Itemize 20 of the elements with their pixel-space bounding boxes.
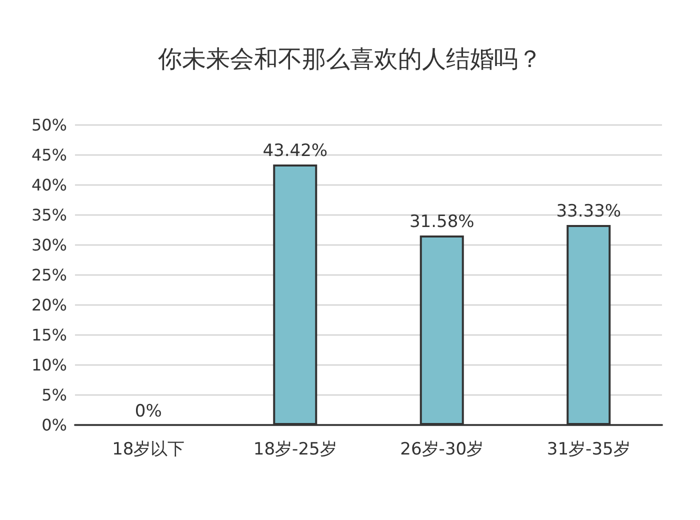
y-tick-label: 10%	[31, 356, 67, 374]
y-tick-label: 50%	[31, 116, 67, 134]
data-label: 33.33%	[556, 202, 622, 222]
x-tick-label: 18岁以下	[112, 440, 185, 460]
x-tick-label: 26岁-30岁	[400, 440, 484, 460]
data-label: 0%	[134, 402, 162, 422]
y-tick-label: 35%	[31, 206, 67, 224]
y-tick-label: 20%	[31, 296, 67, 314]
data-label: 43.42%	[262, 140, 328, 161]
y-tick-label: 40%	[31, 176, 67, 194]
y-tick-label: 15%	[31, 326, 67, 344]
y-tick-label: 45%	[31, 146, 67, 164]
y-tick-label: 0%	[42, 416, 67, 434]
x-tick-label: 31岁-35岁	[546, 440, 630, 460]
y-tick-label: 25%	[31, 266, 67, 284]
y-tick-label: 5%	[42, 386, 67, 404]
y-tick-label: 30%	[31, 236, 67, 254]
data-label: 31.58%	[409, 212, 474, 232]
chart-title: 你未来会和不那么喜欢的人结婚吗？	[157, 45, 542, 73]
x-tick-label: 18岁-25岁	[253, 440, 337, 460]
